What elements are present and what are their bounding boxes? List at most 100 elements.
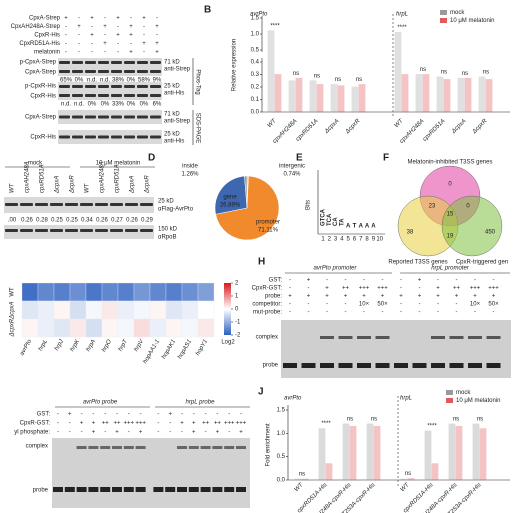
heat-cell [117, 282, 135, 302]
gel-band [236, 446, 246, 449]
sign: + [142, 16, 146, 22]
marker-size: 25 kD [164, 132, 180, 138]
gel-band [98, 94, 109, 97]
bar [294, 478, 302, 481]
panel-label: E [296, 153, 303, 164]
heat-cell [53, 300, 71, 320]
sign: - [345, 310, 347, 316]
sign: + [180, 421, 184, 427]
gel-band [85, 85, 96, 88]
gel-band [98, 61, 109, 64]
column-label: hrpV [134, 338, 146, 353]
blot-label: CpxA-Strep [25, 115, 57, 121]
sign: - [65, 33, 67, 39]
heat-cell [181, 282, 199, 302]
gel-band [177, 487, 187, 492]
sign: - [81, 430, 83, 436]
significance: **** [397, 25, 407, 31]
heat-cell [133, 300, 151, 320]
row-label: WT [10, 287, 16, 297]
logo-letters: CA [333, 217, 339, 226]
gel-band [338, 363, 353, 368]
sign: ++ [342, 286, 350, 292]
probe-title: hrpL promoter [431, 266, 470, 272]
logo-letters: A [346, 224, 351, 230]
bar [422, 74, 430, 113]
y-tick-label: 1.5 [251, 16, 260, 22]
sign: - [382, 278, 384, 284]
quant: 0% [75, 78, 84, 84]
sign: + [192, 430, 196, 436]
sign: + [168, 412, 172, 418]
sign: - [156, 33, 158, 39]
method: SDS-PAGE [194, 113, 200, 144]
sign: +++ [124, 421, 135, 427]
column-label: hrpO [101, 339, 113, 354]
sign: - [156, 16, 158, 22]
sign: + [436, 294, 440, 300]
sign: - [456, 302, 458, 308]
significance: **** [427, 424, 437, 430]
sign: - [57, 421, 59, 427]
heat-cell [117, 300, 135, 320]
quant: n.d. [100, 78, 110, 84]
bar [436, 76, 444, 113]
antibody: αFlag-AvrPto [158, 207, 194, 213]
quant: 0% [101, 102, 110, 108]
sign: + [492, 294, 496, 300]
sign: - [345, 302, 347, 308]
bar [318, 428, 326, 481]
gel-band [236, 487, 246, 492]
bar [394, 32, 402, 113]
lane-label: cpxAH248A [100, 161, 106, 193]
sign: - [65, 41, 67, 47]
sign: - [128, 412, 130, 418]
quant: 0.26 [126, 218, 138, 224]
gel-band [212, 446, 223, 449]
sign: + [90, 33, 94, 39]
panel-label: J [258, 387, 264, 398]
sign: + [80, 421, 84, 427]
quant: 0% [127, 78, 136, 84]
lane-label: cpxRD51A [40, 164, 46, 193]
sign: + [192, 421, 196, 427]
sign: + [381, 294, 385, 300]
gel-band [357, 336, 371, 339]
significance: ns [314, 73, 320, 79]
sign: - [493, 278, 495, 284]
sign: - [345, 278, 347, 284]
gel-band [224, 446, 235, 449]
bar [443, 79, 451, 113]
marker-size: 25 kD [164, 84, 180, 90]
antibody: anti-His [164, 91, 184, 97]
category-label: WT [400, 481, 412, 493]
gel-band [50, 229, 63, 232]
gel-band [112, 487, 122, 492]
quant: 0.25 [66, 218, 78, 224]
gel-band [124, 61, 135, 64]
antibody: anti-Strep [164, 119, 191, 125]
lane-label: ΔcpxA [130, 176, 136, 194]
position: 9 [372, 237, 376, 243]
gel-band [137, 61, 148, 64]
y-tick-label: 1.0 [277, 431, 286, 437]
sign: + [325, 294, 329, 300]
sign: - [78, 41, 80, 47]
gel-band [150, 85, 161, 88]
gel-band [53, 487, 63, 492]
gel [4, 197, 154, 213]
column-label: hrpJ [54, 338, 66, 352]
pie-slice [215, 175, 280, 241]
gel-band [59, 115, 70, 119]
heat-cell [53, 318, 71, 338]
bar [366, 423, 374, 481]
gel-band [320, 336, 334, 339]
category-label: ΔcpxR [471, 118, 489, 136]
position: 7 [359, 237, 363, 243]
sign: - [437, 310, 439, 316]
heat-cell [53, 282, 71, 302]
gel-band [85, 70, 96, 73]
sign: - [57, 412, 59, 418]
marker-size: 25 kD [158, 199, 174, 205]
legend-swatch [440, 18, 447, 23]
